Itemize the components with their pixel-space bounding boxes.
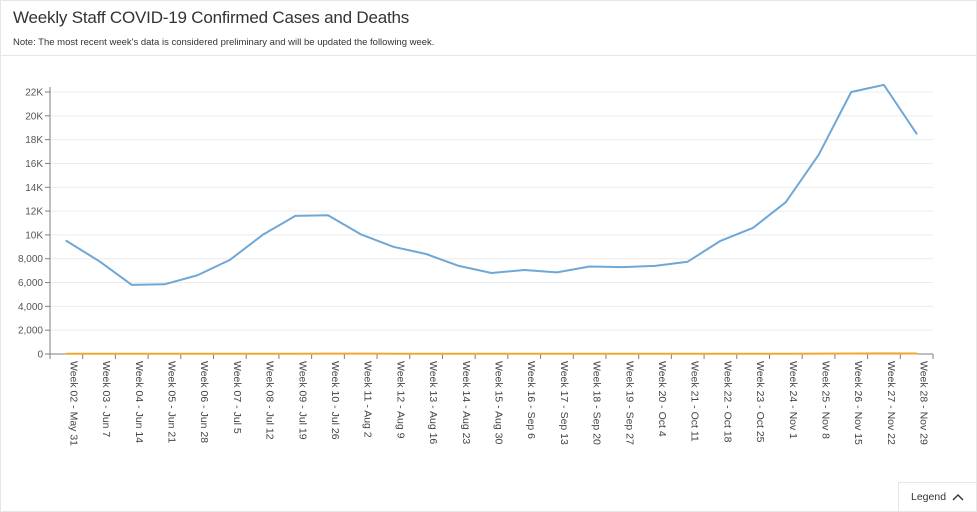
y-tick-label: 20K <box>25 111 43 122</box>
x-tick-label: Week 03 - Jun 7 <box>100 361 112 437</box>
y-tick-label: 4,000 <box>18 302 43 313</box>
chart-note: Note: The most recent week's data is con… <box>13 37 435 48</box>
x-tick-label: Week 22 - Oct 18 <box>721 361 733 443</box>
chart-title: Weekly Staff COVID-19 Confirmed Cases an… <box>13 8 410 27</box>
x-tick-label: Week 07 - Jul 5 <box>231 361 243 434</box>
legend-label: Legend <box>911 491 947 503</box>
x-tick-label: Week 08 - Jul 12 <box>264 361 276 440</box>
x-tick-label: Week 02 - May 31 <box>67 361 79 446</box>
y-tick-label: 22K <box>25 88 43 99</box>
x-tick-label: Week 05 - Jun 21 <box>165 361 177 443</box>
chart-header: Weekly Staff COVID-19 Confirmed Cases an… <box>1 1 976 56</box>
x-tick-label: Week 26 - Nov 15 <box>852 361 864 445</box>
y-tick-label: 12K <box>25 207 43 218</box>
x-tick-label: Week 18 - Sep 20 <box>591 361 603 445</box>
x-tick-label: Week 12 - Aug 9 <box>394 361 406 439</box>
legend-toggle-button[interactable]: Legend <box>898 482 976 511</box>
x-tick-label: Week 10 - Jul 26 <box>329 361 341 440</box>
chevron-up-icon <box>952 494 964 501</box>
x-tick-label: Week 04 - Jun 14 <box>133 361 145 443</box>
x-tick-label: Week 25 - Nov 8 <box>820 361 832 439</box>
x-tick-label: Week 11 - Aug 2 <box>362 361 374 438</box>
y-tick-label: 16K <box>25 159 43 170</box>
y-tick-label: 0 <box>37 350 43 361</box>
x-tick-label: Week 09 - Jul 19 <box>296 361 308 440</box>
x-tick-label: Week 27 - Nov 22 <box>885 361 897 445</box>
y-tick-label: 8,000 <box>18 254 43 265</box>
x-tick-label: Week 28 - Nov 29 <box>918 361 930 445</box>
x-tick-label: Week 13 - Aug 16 <box>427 361 439 444</box>
y-tick-label: 18K <box>25 135 43 146</box>
x-tick-label: Week 24 - Nov 1 <box>787 361 799 439</box>
x-tick-label: Week 06 - Jun 28 <box>198 361 210 443</box>
x-tick-label: Week 14 - Aug 23 <box>460 361 472 444</box>
x-tick-label: Week 15 - Aug 30 <box>493 361 505 444</box>
x-tick-label: Week 20 - Oct 4 <box>656 361 668 437</box>
y-tick-label: 6,000 <box>18 278 43 289</box>
x-tick-label: Week 23 - Oct 25 <box>754 361 766 443</box>
line-chart: 0 2,000 4,000 6,000 8,000 10K 12K 14K 16K 18K 20K 2… <box>18 83 934 446</box>
x-tick-label: Week 21 - Oct 11 <box>689 361 701 442</box>
series-line-cases <box>65 83 918 286</box>
y-tick-label: 14K <box>25 183 43 194</box>
y-tick-label: 10K <box>25 230 43 241</box>
x-tick-label: Week 19 - Sep 27 <box>623 361 635 445</box>
x-tick-label: Week 16 - Sep 6 <box>525 361 537 439</box>
x-tick-label: Week 17 - Sep 13 <box>558 361 570 445</box>
y-tick-label: 2,000 <box>18 326 43 337</box>
